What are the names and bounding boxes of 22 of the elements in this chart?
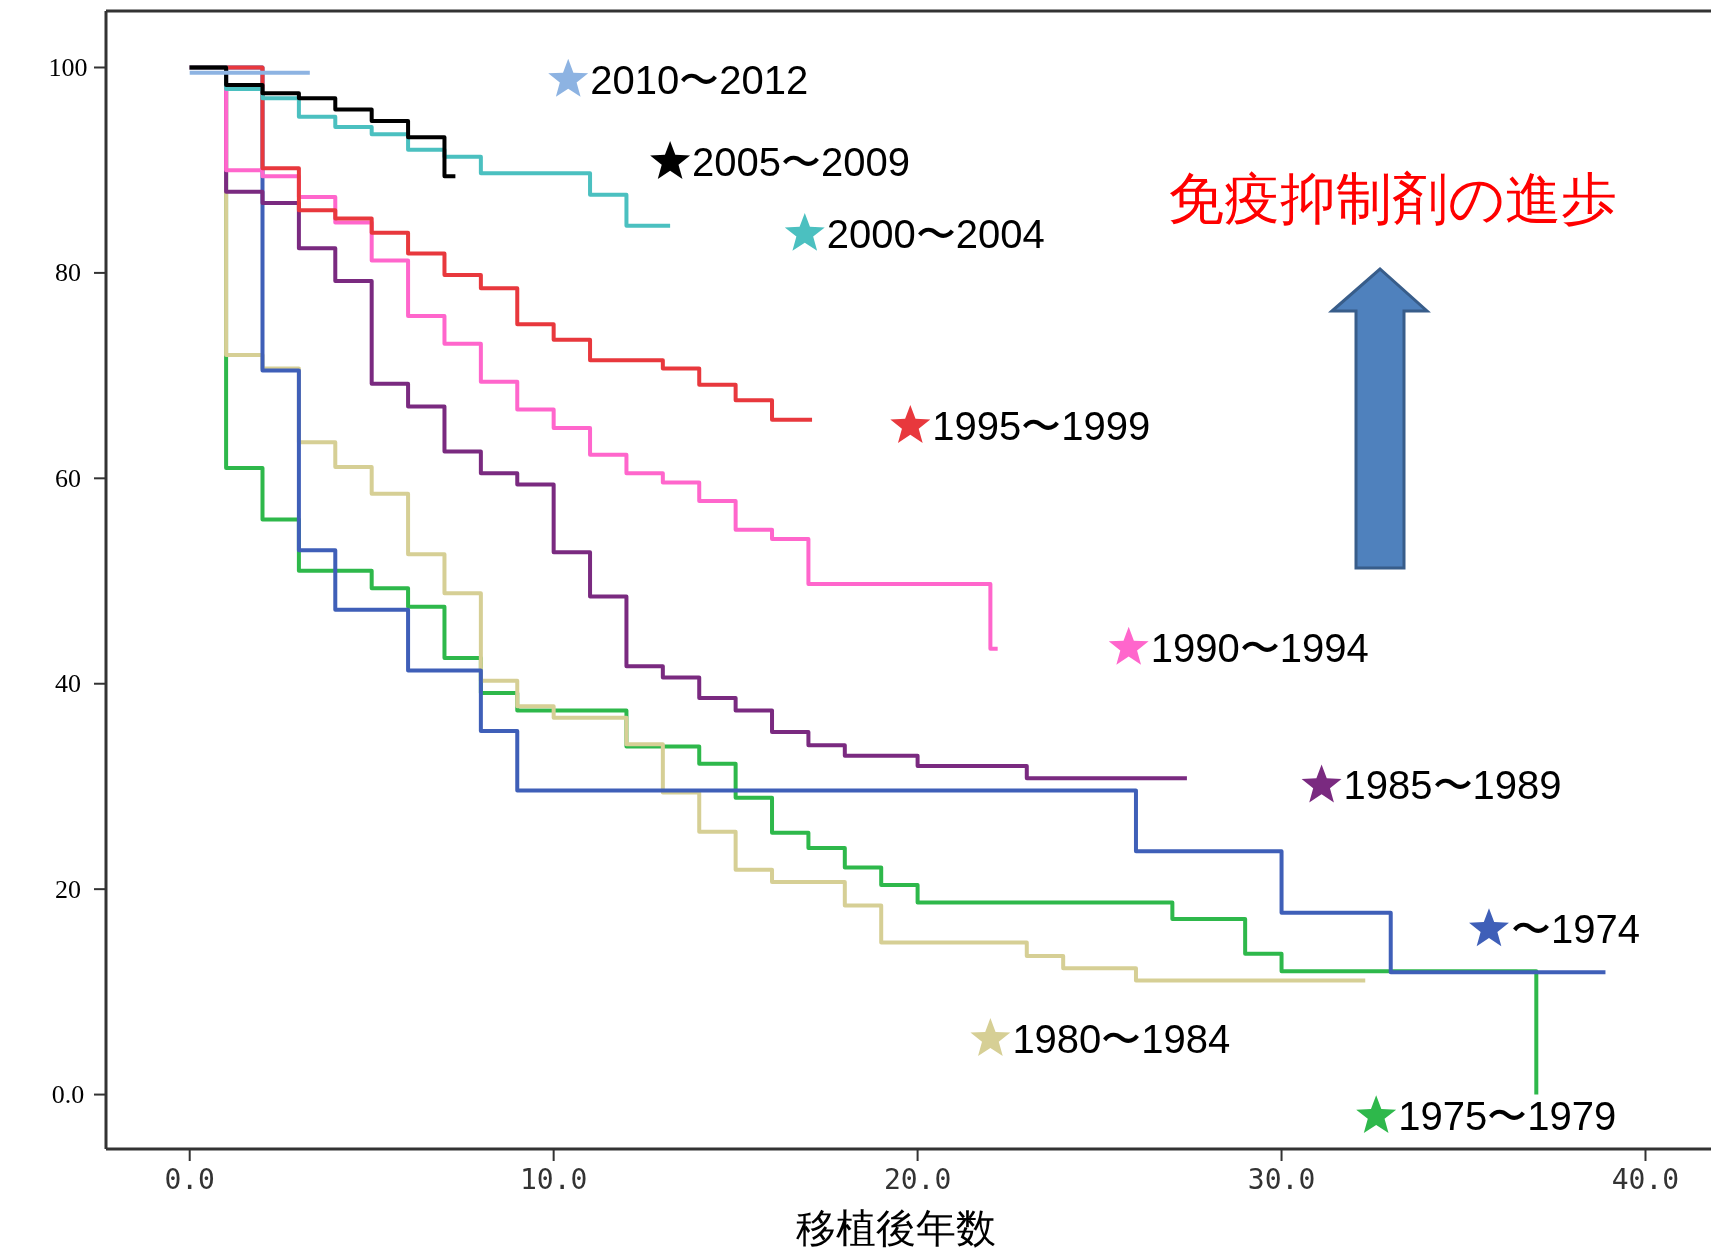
legend-label: 〜1974 [1510,907,1640,952]
x-tick-label: 30.0 [1247,1163,1316,1196]
legend-label: 1995〜1999 [932,403,1151,448]
annotation: 免疫抑制剤の進歩 [1167,165,1617,231]
y-tick-label: 100 [48,52,88,82]
legend-label: 1975〜1979 [1398,1094,1617,1139]
legend-label: 1985〜1989 [1343,763,1562,808]
legend-label: 2010〜2012 [590,57,809,102]
y-tick-label: 60 [55,463,81,493]
x-tick-label: 20.0 [883,1163,952,1196]
y-tick-label: 80 [55,258,81,288]
legend-label: 1990〜1994 [1150,625,1369,670]
legend-label: 2000〜2004 [826,211,1045,256]
x-tick-label: 0.0 [164,1163,215,1196]
legend-label: 2005〜2009 [692,139,911,184]
x-axis-title: 移植後年数 [795,1205,996,1251]
legend-label: 1980〜1984 [1012,1017,1231,1062]
x-tick-label: 40.0 [1611,1163,1680,1196]
y-tick-label: 40 [55,669,81,699]
x-tick-label: 10.0 [519,1163,588,1196]
y-tick-label: 20 [55,874,81,904]
y-tick-label: 0.0 [51,1080,85,1110]
